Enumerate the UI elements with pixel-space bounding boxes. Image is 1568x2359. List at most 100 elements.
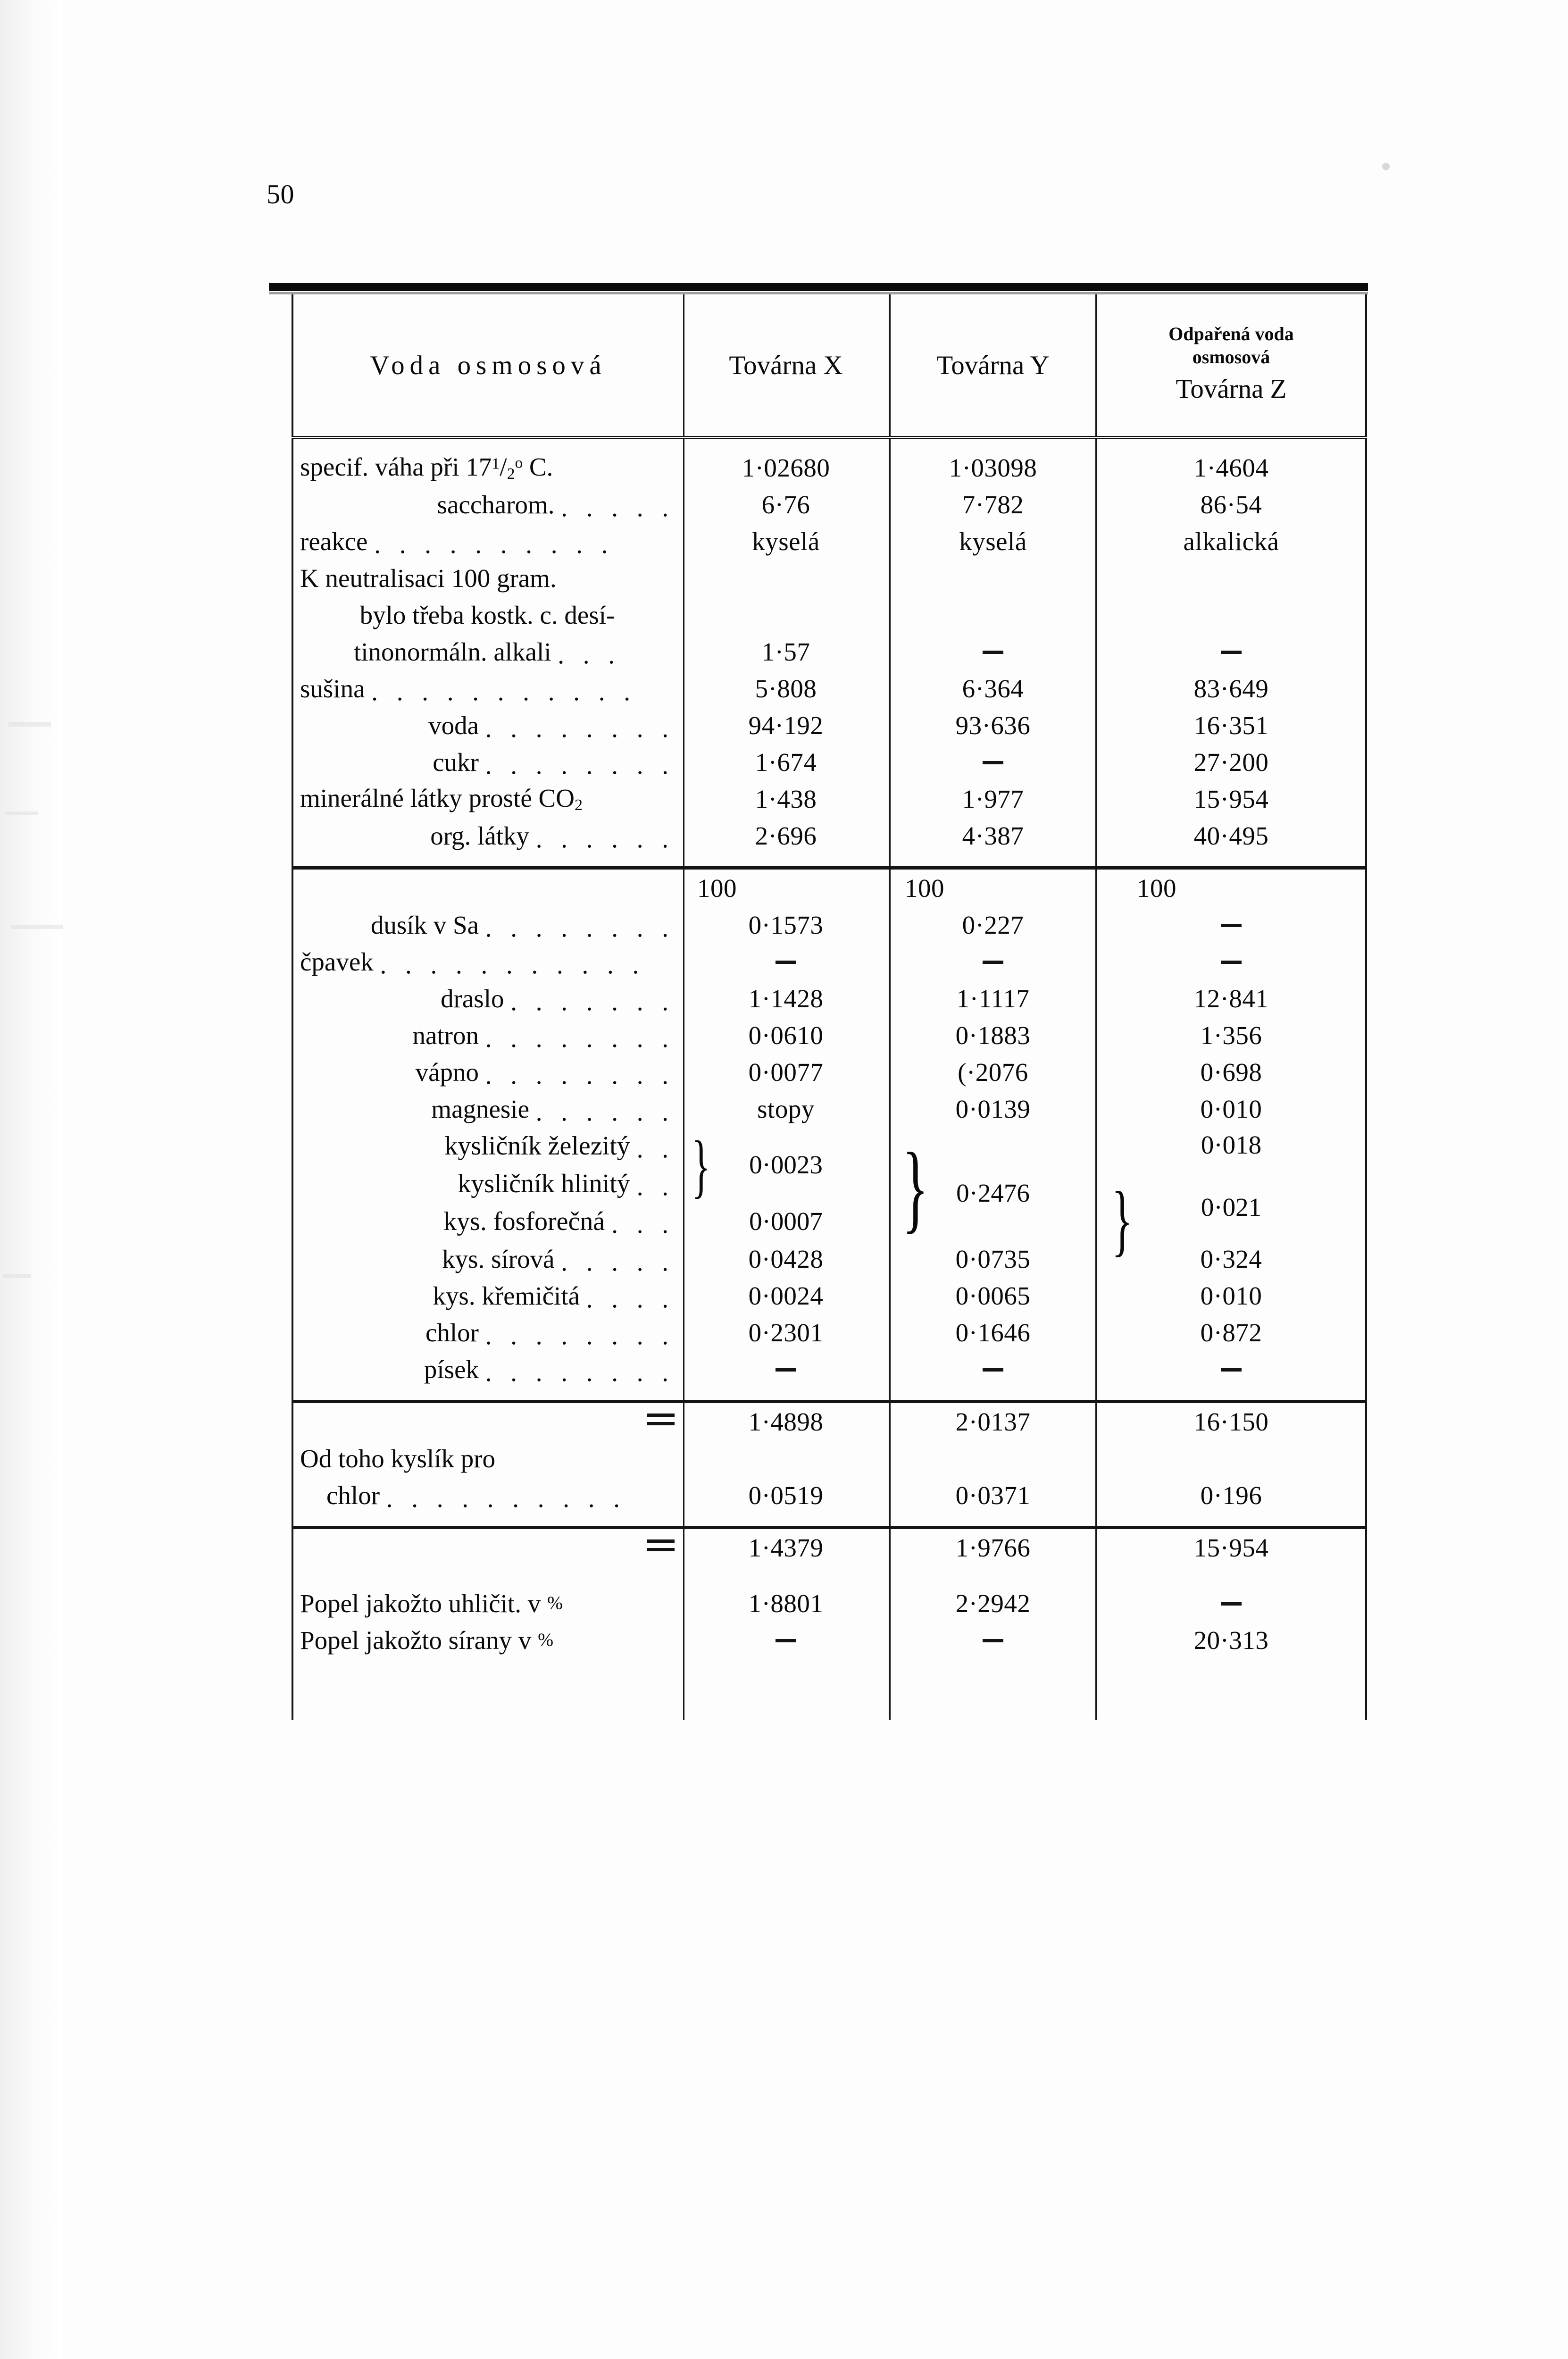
- dot-leader: . . . . . . .: [510, 987, 675, 1016]
- dot-leader: . . . . . . . . . . .: [371, 677, 636, 706]
- em-dash: [1221, 924, 1242, 928]
- cell-value-y: [889, 1622, 1096, 1658]
- table-row: Od toho kyslík pro: [292, 1440, 1367, 1477]
- header-label-tovarna-z: Továrna Z: [1176, 374, 1287, 404]
- cell-value-x: 1·8801: [683, 1585, 890, 1622]
- dot-leader: . . . . .: [561, 493, 675, 522]
- table-row: Popel jakožto sírany v % 20·313: [292, 1622, 1367, 1658]
- table-row: draslo . . . . . . . 1·1428 1·1117 12·84…: [292, 980, 1367, 1017]
- cell-value-y: [889, 596, 1096, 633]
- section-divider: [292, 1400, 1367, 1405]
- cell-value-x: 0·0610: [683, 1017, 890, 1054]
- dot-leader: . . . . . .: [535, 1097, 675, 1126]
- header-label-tovarna-x: Továrna X: [729, 350, 843, 380]
- cell-value-z: 0·324: [1095, 1240, 1367, 1277]
- cell-value-z: 15·954: [1095, 780, 1367, 817]
- section-gap: [292, 1514, 1367, 1528]
- degree-sign: o: [515, 454, 523, 472]
- em-dash: [1221, 1368, 1242, 1372]
- table-bottom-gap: [292, 1658, 1367, 1720]
- cell-value-y: 0·227: [889, 906, 1096, 943]
- cell-value-z: [1095, 1351, 1367, 1388]
- cell-value-z: [1095, 596, 1367, 633]
- cell-value-y: 4·387: [889, 817, 1096, 854]
- dot-leader: . . . . . . . .: [485, 1023, 675, 1053]
- table-row: vápno . . . . . . . . 0·0077 (·2076 0·69…: [292, 1054, 1367, 1090]
- header-label-tovarna-y: Továrna Y: [936, 350, 1050, 380]
- dot-leader: . .: [636, 1172, 675, 1201]
- cell-value-y: 0·0065: [889, 1277, 1096, 1314]
- cell-value-z: 40·495: [1095, 817, 1367, 854]
- row-label-tinonormaln-alkali: tinonormáln. alkali . . .: [292, 633, 683, 670]
- cell-value-y: 0·0139: [889, 1090, 1096, 1127]
- cell-value-x: [683, 560, 890, 596]
- cell-value-y: 0·1646: [889, 1314, 1096, 1351]
- cell-value-z: 0·010: [1095, 1277, 1367, 1314]
- cell-value-y: 100: [889, 870, 1096, 906]
- table-row: chlor . . . . . . . . 0·2301 0·1646 0·87…: [292, 1314, 1367, 1351]
- scan-speck: [5, 811, 38, 815]
- row-label-empty: [292, 870, 683, 906]
- cell-value-x: 0·0024: [683, 1277, 890, 1314]
- scan-speck: [8, 722, 51, 727]
- cell-value-z: 0·872: [1095, 1314, 1367, 1351]
- cell-value-x: 94·192: [683, 707, 890, 744]
- dot-leader: . . . . . . . . . .: [374, 529, 614, 559]
- braced-group-labels: kysličník železitý . . kysličník hlinitý…: [292, 1127, 683, 1240]
- table-row: sušina . . . . . . . . . . . 5·808 6·364…: [292, 670, 1367, 707]
- row-label-cukr: cukr . . . . . . . .: [292, 744, 683, 780]
- table-row: org. látky . . . . . . 2·696 4·387 40·49…: [292, 817, 1367, 854]
- header-label-odparena-voda: Odpařená voda: [1168, 323, 1294, 344]
- row-label-popel-uhlicit: Popel jakožto uhličit. v %: [292, 1585, 683, 1622]
- row-label-voda: voda . . . . . . . .: [292, 707, 683, 744]
- fraction-denominator: 2: [507, 465, 515, 483]
- equals-sign: [647, 1534, 675, 1556]
- cell-value-z: 20·313: [1095, 1622, 1367, 1658]
- cell-value-y: (·2076: [889, 1054, 1096, 1090]
- cell-value-z: [1095, 943, 1367, 980]
- cell-value-x: 1·1428: [683, 980, 890, 1017]
- cell-value-y: 0·1883: [889, 1017, 1096, 1054]
- cell-value-x: 1·57: [683, 633, 890, 670]
- cell-value-x: 0·0428: [683, 1240, 890, 1277]
- cell-value-y: [889, 943, 1096, 980]
- cell-value-z: 86·54: [1095, 486, 1367, 523]
- cell-value-z: 27·200: [1095, 744, 1367, 780]
- section-gap: [292, 1388, 1367, 1402]
- row-label-magnesie: magnesie . . . . . .: [292, 1090, 683, 1127]
- row-label-mineralne-latky: minerálné látky prosté CO2: [292, 780, 683, 817]
- cell-value-y: 7·782: [889, 486, 1096, 523]
- header-label-osmosova: osmosová: [1192, 346, 1270, 368]
- scan-speck: [11, 925, 63, 929]
- cell-value-z: [1095, 633, 1367, 670]
- em-dash: [1221, 651, 1242, 654]
- cell-value-x: 0·2301: [683, 1314, 890, 1351]
- cell-value-z: 1·356: [1095, 1017, 1367, 1054]
- fraction-numerator: 1: [492, 455, 500, 473]
- scan-speck: [3, 1274, 31, 1278]
- dot-leader: . . . . . . . .: [485, 913, 675, 942]
- dot-leader: . . . .: [586, 1284, 675, 1313]
- cell-value-y: 93·636: [889, 707, 1096, 744]
- table-row: K neutralisaci 100 gram.: [292, 560, 1367, 596]
- cell-value-y: 1·1117: [889, 980, 1096, 1017]
- header-cell-tovarna-y: Továrna Y: [889, 294, 1096, 437]
- cell-value-x: 6·76: [683, 486, 890, 523]
- row-label-susina: sušina . . . . . . . . . . .: [292, 670, 683, 707]
- dot-leader: . . . . . . . .: [485, 1060, 675, 1089]
- row-label-draslo: draslo . . . . . . .: [292, 980, 683, 1017]
- cell-value-x: 0·0007: [749, 1207, 823, 1236]
- section-divider: [292, 1526, 1367, 1531]
- percent-sign: %: [538, 1629, 554, 1650]
- cell-value-z: alkalická: [1095, 523, 1367, 560]
- analysis-table: Voda osmosová Továrna X Továrna Y Odpaře…: [292, 294, 1367, 1720]
- cell-value-z: 0·196: [1095, 1477, 1367, 1514]
- cell-value-y: [889, 633, 1096, 670]
- table-row: tinonormáln. alkali . . . 1·57: [292, 633, 1367, 670]
- table-header-row: Voda osmosová Továrna X Továrna Y Odpaře…: [292, 294, 1367, 437]
- cell-value-z: [1095, 906, 1367, 943]
- cell-value-y: 0·0371: [889, 1477, 1096, 1514]
- cell-value-x: [683, 596, 890, 633]
- table-row: 1·4379 1·9766 15·954: [292, 1529, 1367, 1566]
